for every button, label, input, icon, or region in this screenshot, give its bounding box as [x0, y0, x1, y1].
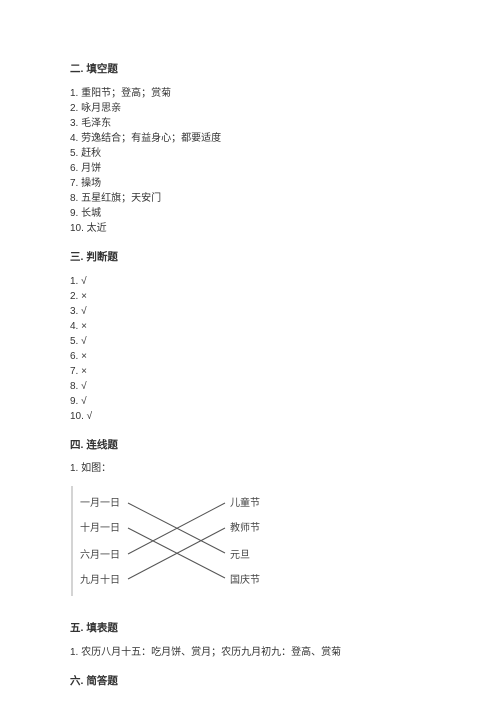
list-item: 1. 重阳节；登高；赏菊 — [70, 86, 430, 101]
list-item: 10. √ — [70, 409, 430, 424]
filltable-item: 1. 农历八月十五：吃月饼、赏月；农历九月初九：登高、赏菊 — [70, 645, 430, 660]
list-item: 3. √ — [70, 304, 430, 319]
match-right-label: 国庆节 — [230, 573, 260, 586]
section-title-judge: 三. 判断题 — [70, 250, 430, 266]
match-left-label: 六月一日 — [80, 549, 120, 561]
list-item: 9. √ — [70, 394, 430, 409]
list-item: 2. × — [70, 289, 430, 304]
list-item: 6. × — [70, 349, 430, 364]
fillblank-list: 1. 重阳节；登高；赏菊 2. 咏月思亲 3. 毛泽东 4. 劳逸结合；有益身心… — [70, 86, 430, 236]
section-title-filltable: 五. 填表题 — [70, 621, 430, 637]
match-right-label: 儿童节 — [230, 496, 260, 509]
match-left-label: 十月一日 — [80, 521, 120, 534]
list-item: 1. √ — [70, 274, 430, 289]
list-item: 9. 长城 — [70, 206, 430, 221]
list-item: 8. 五星红旗；天安门 — [70, 191, 430, 206]
list-item: 8. √ — [70, 379, 430, 394]
list-item: 5. 赶秋 — [70, 146, 430, 161]
match-left-label: 一月一日 — [80, 497, 120, 509]
list-item: 4. × — [70, 319, 430, 334]
judge-list: 1. √ 2. × 3. √ 4. × 5. √ 6. × 7. × 8. √ … — [70, 274, 430, 424]
matching-intro: 1. 如图： — [70, 461, 430, 476]
list-item: 10. 太近 — [70, 221, 430, 236]
list-item: 5. √ — [70, 334, 430, 349]
list-item: 2. 咏月思亲 — [70, 101, 430, 116]
list-item: 4. 劳逸结合；有益身心；都要适度 — [70, 131, 430, 146]
section-title-shortanswer: 六. 简答题 — [70, 674, 430, 690]
match-left-label: 九月十日 — [80, 573, 120, 586]
list-item: 7. 操场 — [70, 176, 430, 191]
match-right-label: 元旦 — [230, 549, 250, 561]
match-right-label: 教师节 — [230, 521, 260, 534]
list-item: 7. × — [70, 364, 430, 379]
section-title-fillblank: 二. 填空题 — [70, 62, 430, 78]
list-item: 3. 毛泽东 — [70, 116, 430, 131]
matching-diagram: 一月一日 十月一日 六月一日 九月十日 儿童节 教师节 元旦 国庆节 — [70, 486, 290, 596]
list-item: 6. 月饼 — [70, 161, 430, 176]
section-title-matching: 四. 连线题 — [70, 438, 430, 454]
